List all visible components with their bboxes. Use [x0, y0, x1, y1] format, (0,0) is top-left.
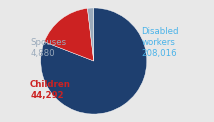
Wedge shape — [44, 8, 94, 61]
Text: Children
44,292: Children 44,292 — [30, 80, 71, 100]
Text: Disabled
workers
208,016: Disabled workers 208,016 — [141, 26, 179, 58]
Text: Spouses
4,880: Spouses 4,880 — [30, 38, 66, 58]
Wedge shape — [88, 8, 94, 61]
Wedge shape — [41, 8, 147, 114]
